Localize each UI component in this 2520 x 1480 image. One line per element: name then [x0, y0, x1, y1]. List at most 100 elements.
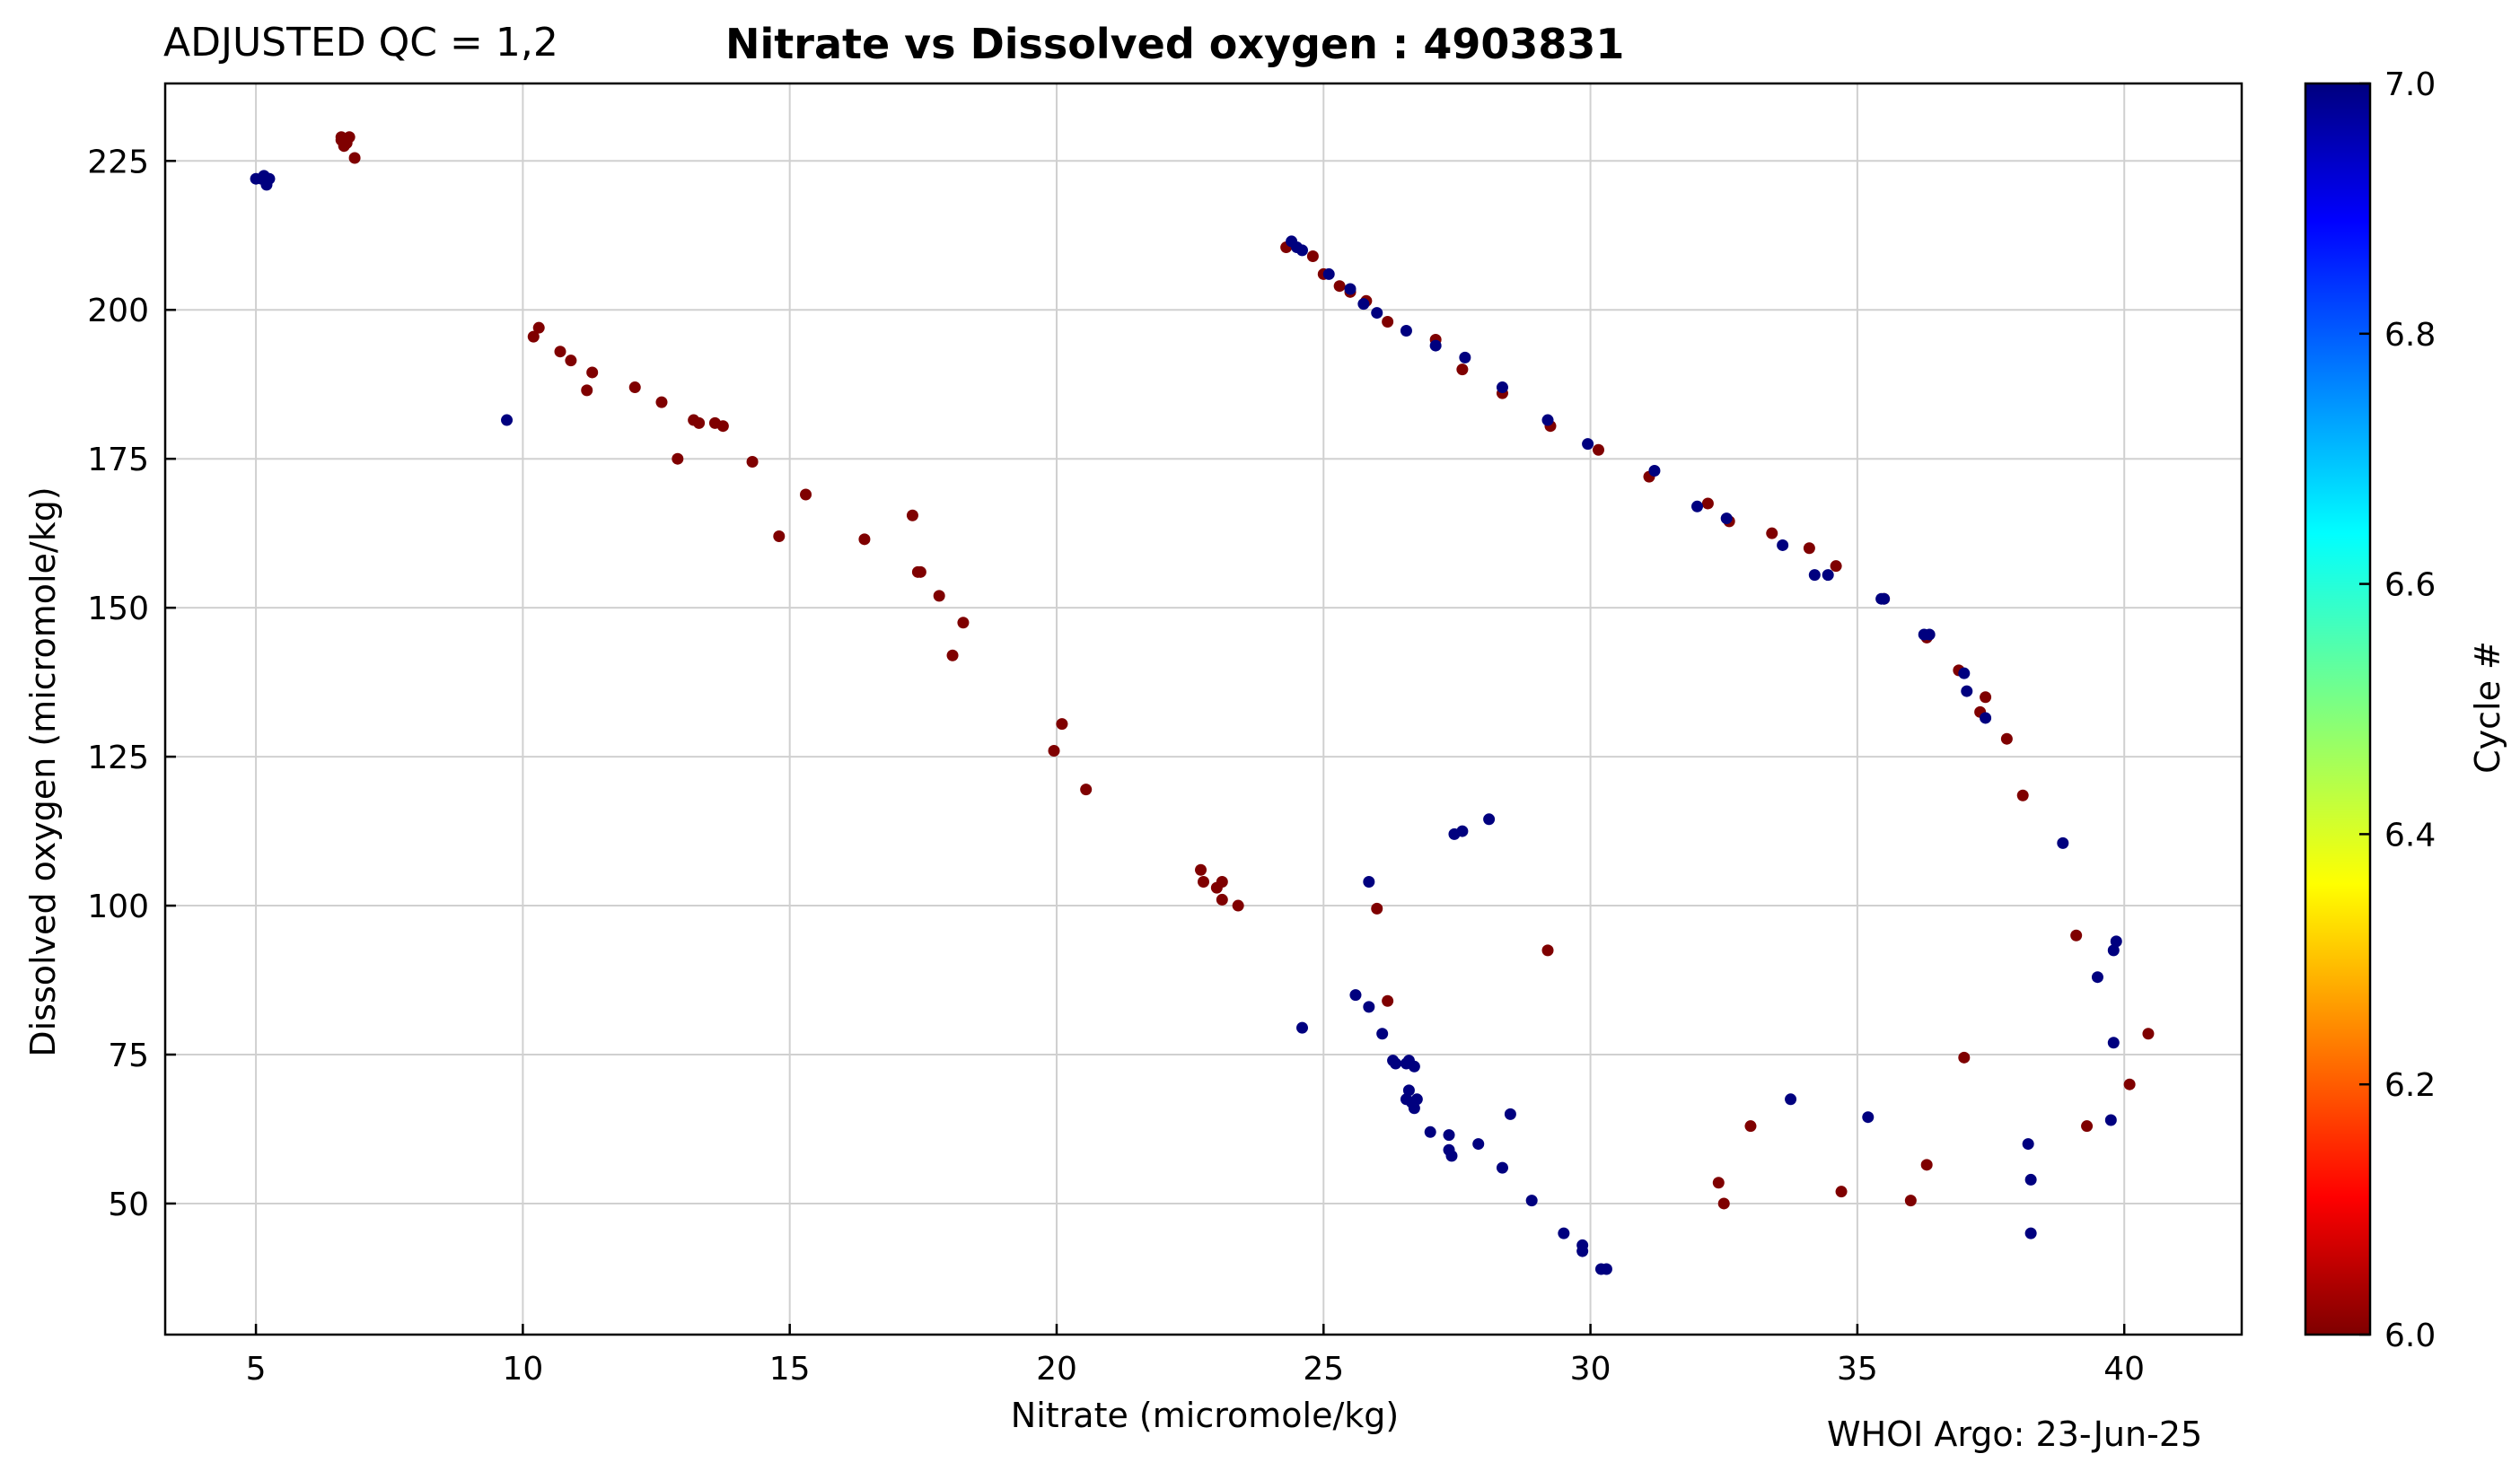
y-tick-label: 200: [87, 293, 149, 329]
data-point-cycle-6: [2070, 929, 2083, 941]
data-point-cycle-7: [1600, 1263, 1612, 1275]
data-point-cycle-6: [858, 533, 871, 546]
colorbar-tick-label: 6.4: [2384, 817, 2436, 854]
data-point-cycle-6: [716, 420, 729, 433]
data-point-cycle-6: [1216, 893, 1228, 906]
data-point-cycle-6: [906, 509, 918, 521]
data-point-cycle-7: [1429, 339, 1442, 352]
x-tick-label: 25: [1303, 1351, 1344, 1388]
data-point-cycle-7: [1349, 989, 1362, 1002]
data-point-cycle-6: [1232, 899, 1244, 912]
data-point-cycle-6: [773, 530, 786, 542]
data-point-cycle-7: [501, 414, 514, 426]
data-point-cycle-6: [1904, 1195, 1917, 1207]
data-point-cycle-7: [1525, 1195, 1538, 1207]
data-point-cycle-6: [554, 346, 566, 358]
data-points: [250, 131, 2155, 1275]
data-point-cycle-6: [1980, 691, 1992, 704]
y-tick-label: 225: [87, 144, 149, 180]
chart-title: Nitrate vs Dissolved oxygen : 4903831: [725, 20, 1625, 68]
data-point-cycle-7: [1648, 464, 1661, 477]
data-point-cycle-6: [1701, 497, 1714, 510]
data-point-cycle-6: [1371, 902, 1383, 915]
y-tick-label: 50: [108, 1187, 149, 1223]
data-point-cycle-7: [1961, 685, 1973, 697]
data-point-cycle-7: [1862, 1111, 1875, 1124]
x-tick-label: 40: [2103, 1351, 2145, 1388]
data-point-cycle-7: [1408, 1060, 1420, 1073]
y-tick-label: 150: [87, 591, 149, 627]
data-point-cycle-6: [1195, 863, 1207, 876]
data-point-cycle-7: [260, 179, 273, 191]
data-point-cycle-7: [1483, 813, 1496, 826]
data-point-cycle-6: [1198, 876, 1209, 889]
x-tick-label: 10: [502, 1351, 543, 1388]
colorbar-tick-label: 6.6: [2384, 567, 2436, 604]
data-point-cycle-6: [1712, 1177, 1725, 1189]
data-point-cycle-7: [1322, 267, 1335, 280]
data-point-cycle-7: [258, 170, 270, 182]
data-point-cycle-6: [914, 565, 926, 578]
x-tick-label: 20: [1036, 1351, 1077, 1388]
data-point-cycle-6: [581, 384, 593, 397]
data-point-cycle-6: [565, 355, 577, 367]
data-point-cycle-6: [2123, 1078, 2136, 1090]
data-point-cycle-6: [2081, 1120, 2094, 1133]
data-point-cycle-6: [1835, 1186, 1848, 1198]
data-point-cycle-7: [2107, 944, 2120, 957]
data-point-cycle-6: [2016, 789, 2029, 801]
data-point-cycle-7: [1371, 307, 1383, 320]
data-point-cycle-6: [348, 152, 361, 164]
y-tick-label: 100: [87, 889, 149, 925]
x-tick-label: 35: [1837, 1351, 1878, 1388]
data-point-cycle-6: [933, 590, 945, 602]
y-tick-label: 125: [87, 740, 149, 776]
data-point-cycle-6: [1382, 994, 1394, 1007]
data-point-cycle-7: [1878, 592, 1891, 605]
data-point-cycle-6: [1803, 542, 1815, 555]
data-point-cycle-7: [1410, 1093, 1423, 1106]
data-point-cycle-7: [2107, 1037, 2120, 1049]
data-point-cycle-7: [1296, 1021, 1309, 1034]
data-point-cycle-7: [1582, 438, 1594, 451]
data-point-cycle-7: [1496, 1161, 1508, 1174]
y-tick-label: 175: [87, 442, 149, 478]
data-point-cycle-7: [1402, 1084, 1415, 1097]
qc-label: ADJUSTED QC = 1,2: [163, 20, 558, 66]
data-point-cycle-7: [1376, 1028, 1389, 1040]
data-point-cycle-7: [1691, 500, 1704, 512]
data-point-cycle-7: [1504, 1108, 1516, 1120]
data-point-cycle-7: [1496, 381, 1508, 394]
data-point-cycle-6: [957, 617, 970, 629]
y-tick-label: 75: [108, 1038, 149, 1074]
x-axis-label: Nitrate (micromole/kg): [1010, 1396, 1400, 1435]
data-point-cycle-7: [1291, 241, 1304, 254]
data-point-cycle-7: [1390, 1057, 1402, 1070]
data-point-cycle-7: [1576, 1245, 1589, 1257]
data-point-cycle-7: [2024, 1173, 2037, 1186]
data-point-cycle-7: [2104, 1114, 2117, 1126]
colorbar-tick-label: 6.0: [2384, 1318, 2436, 1354]
data-point-cycle-6: [1830, 560, 1842, 573]
data-point-cycle-7: [1408, 1102, 1420, 1115]
data-point-cycle-6: [693, 416, 706, 429]
data-point-cycle-7: [1558, 1227, 1570, 1239]
data-point-cycle-7: [1344, 283, 1357, 295]
gridlines: [165, 83, 2242, 1335]
data-point-cycle-7: [1980, 712, 1992, 724]
colorbar-tick-label: 6.2: [2384, 1067, 2436, 1104]
data-point-cycle-7: [2091, 971, 2103, 984]
data-point-cycle-7: [1472, 1138, 1485, 1151]
data-point-cycle-6: [1766, 527, 1778, 539]
data-point-cycle-7: [1923, 628, 1936, 641]
data-point-cycle-6: [527, 330, 540, 343]
data-point-cycle-7: [1445, 1150, 1458, 1162]
data-point-cycle-6: [2142, 1028, 2155, 1040]
data-point-cycle-7: [1720, 512, 1733, 525]
data-point-cycle-7: [1785, 1093, 1797, 1106]
data-point-cycle-7: [1424, 1125, 1436, 1138]
data-point-cycle-7: [1443, 1129, 1455, 1142]
credit-label: WHOI Argo: 23-Jun-25: [1827, 1414, 2203, 1454]
colorbar: 6.0 6.2 6.4 6.6 6.8 7.0: [2304, 66, 2436, 1354]
